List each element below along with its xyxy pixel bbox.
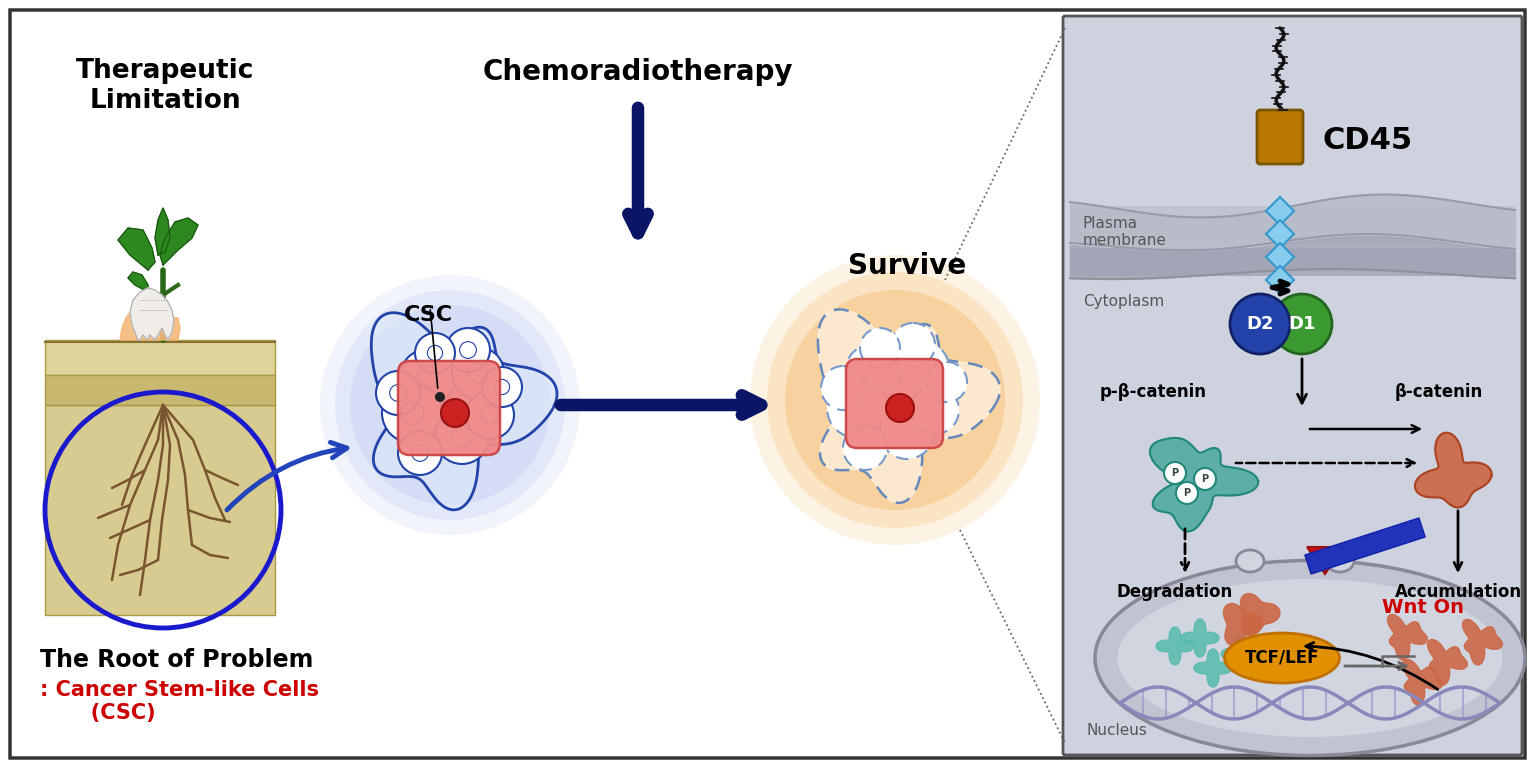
Text: CSC: CSC (404, 305, 453, 325)
Circle shape (350, 305, 550, 505)
Circle shape (382, 383, 442, 443)
Polygon shape (371, 313, 557, 510)
Circle shape (482, 367, 522, 407)
Circle shape (844, 344, 901, 400)
Circle shape (784, 290, 1005, 510)
Polygon shape (1306, 547, 1343, 574)
Polygon shape (1220, 635, 1259, 673)
Text: Wnt On: Wnt On (1382, 598, 1464, 617)
Polygon shape (1150, 438, 1259, 531)
Text: TCF/LEF: TCF/LEF (1245, 649, 1319, 667)
Polygon shape (160, 218, 198, 265)
Circle shape (451, 347, 503, 399)
Circle shape (1164, 462, 1187, 484)
FancyBboxPatch shape (11, 10, 1524, 758)
Circle shape (843, 426, 887, 470)
FancyBboxPatch shape (1070, 206, 1515, 243)
Text: D1: D1 (1288, 315, 1315, 333)
Circle shape (1230, 294, 1289, 354)
FancyBboxPatch shape (846, 359, 942, 448)
Circle shape (827, 378, 887, 438)
Circle shape (927, 362, 967, 402)
Polygon shape (1266, 266, 1294, 294)
Text: Chemoradiotherapy: Chemoradiotherapy (482, 58, 794, 86)
Text: Cytoplasm: Cytoplasm (1084, 294, 1164, 309)
Circle shape (447, 328, 490, 372)
Polygon shape (1266, 243, 1294, 271)
Circle shape (1176, 482, 1197, 504)
Polygon shape (130, 288, 173, 340)
Polygon shape (1240, 594, 1280, 635)
Polygon shape (1415, 432, 1492, 508)
Polygon shape (1266, 197, 1294, 225)
Text: The Root of Problem: The Root of Problem (40, 648, 313, 672)
Text: Survive: Survive (847, 252, 966, 280)
Text: P: P (1183, 488, 1191, 498)
Polygon shape (127, 272, 147, 292)
Polygon shape (1266, 220, 1294, 248)
Text: : Cancer Stem-like Cells
       (CSC): : Cancer Stem-like Cells (CSC) (40, 680, 319, 723)
Circle shape (1273, 294, 1332, 354)
Circle shape (319, 275, 580, 535)
Ellipse shape (1225, 633, 1340, 683)
Text: Nucleus: Nucleus (1087, 723, 1148, 738)
FancyBboxPatch shape (1064, 16, 1523, 755)
Text: Plasma
membrane: Plasma membrane (1084, 216, 1167, 248)
Polygon shape (1428, 640, 1467, 685)
Circle shape (401, 349, 456, 405)
Text: P: P (1202, 474, 1208, 484)
Circle shape (467, 391, 514, 439)
Polygon shape (818, 310, 999, 503)
Polygon shape (1156, 627, 1194, 665)
FancyBboxPatch shape (1070, 248, 1515, 276)
Circle shape (434, 392, 445, 402)
Circle shape (434, 410, 490, 464)
Polygon shape (1463, 620, 1503, 665)
Circle shape (441, 399, 470, 427)
Circle shape (414, 333, 454, 373)
Circle shape (398, 431, 442, 475)
Circle shape (886, 394, 913, 422)
Circle shape (335, 290, 565, 520)
Text: Therapeutic
Limitation: Therapeutic Limitation (75, 58, 255, 114)
Polygon shape (155, 208, 170, 255)
FancyBboxPatch shape (45, 340, 275, 375)
Circle shape (821, 366, 866, 410)
FancyBboxPatch shape (398, 361, 500, 455)
Polygon shape (1194, 649, 1233, 687)
Polygon shape (1388, 614, 1428, 660)
FancyBboxPatch shape (45, 375, 275, 405)
Text: P: P (1171, 468, 1179, 478)
Ellipse shape (1094, 561, 1524, 756)
Circle shape (860, 328, 900, 368)
Ellipse shape (1117, 579, 1503, 737)
Circle shape (880, 405, 933, 459)
Polygon shape (1180, 619, 1219, 657)
Polygon shape (118, 228, 155, 270)
FancyBboxPatch shape (1257, 110, 1303, 164)
Text: Degradation: Degradation (1117, 583, 1233, 601)
Polygon shape (120, 312, 180, 340)
Ellipse shape (1236, 550, 1263, 572)
Text: Accumulation: Accumulation (1394, 583, 1521, 601)
Ellipse shape (1326, 550, 1354, 572)
Circle shape (376, 371, 421, 415)
Polygon shape (1403, 660, 1443, 705)
Text: D2: D2 (1246, 315, 1274, 333)
Circle shape (890, 323, 935, 367)
Circle shape (751, 255, 1041, 545)
FancyBboxPatch shape (45, 405, 275, 615)
Text: β-catenin: β-catenin (1395, 383, 1483, 401)
Circle shape (896, 342, 949, 394)
Polygon shape (1305, 518, 1424, 574)
Circle shape (1194, 468, 1216, 490)
Text: CD45: CD45 (1322, 126, 1412, 155)
Polygon shape (1223, 604, 1263, 645)
Circle shape (768, 272, 1022, 528)
Text: p-β-catenin: p-β-catenin (1101, 383, 1207, 401)
Circle shape (910, 386, 959, 434)
